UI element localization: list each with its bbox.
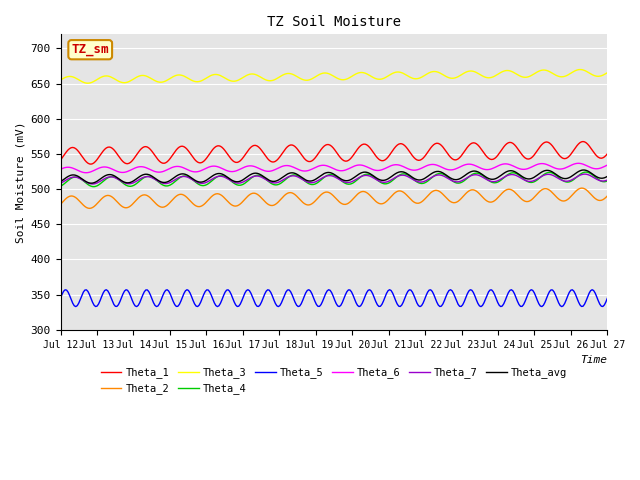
Theta_avg — [239, 177, 247, 182]
Theta_2 — [125, 204, 133, 210]
Theta_3 — [57, 77, 65, 83]
Theta_1 — [239, 155, 247, 160]
Theta_5 — [298, 301, 305, 307]
Theta_5 — [576, 302, 584, 308]
Theta_7 — [580, 171, 588, 177]
Theta_6 — [239, 165, 247, 170]
Theta_1 — [87, 161, 95, 167]
Line: Theta_5: Theta_5 — [61, 290, 607, 307]
Theta_avg — [57, 179, 65, 184]
Theta_6 — [57, 167, 65, 172]
Theta_6 — [125, 168, 133, 174]
Theta_6 — [604, 162, 611, 168]
Theta_7 — [125, 181, 133, 187]
Theta_4 — [298, 175, 305, 181]
Theta_2 — [298, 198, 305, 204]
Theta_1 — [125, 160, 133, 166]
Theta_7 — [298, 176, 305, 181]
Theta_3 — [239, 74, 247, 80]
Theta_5 — [238, 298, 246, 304]
Theta_5 — [57, 295, 65, 301]
Theta_avg — [575, 168, 582, 174]
Line: Theta_7: Theta_7 — [61, 174, 607, 184]
Theta_7 — [89, 181, 97, 187]
Theta_7 — [239, 179, 247, 185]
Theta_3 — [604, 70, 611, 75]
Theta_6 — [83, 170, 90, 176]
Theta_2 — [248, 191, 256, 196]
Text: TZ_sm: TZ_sm — [72, 43, 109, 56]
Line: Theta_3: Theta_3 — [61, 70, 607, 83]
Theta_6 — [576, 160, 584, 166]
Theta_1 — [248, 143, 256, 149]
Theta_avg — [579, 167, 587, 173]
Theta_5 — [220, 293, 227, 299]
Theta_6 — [575, 160, 582, 166]
Theta_avg — [298, 174, 305, 180]
Theta_5 — [124, 288, 131, 293]
Theta_1 — [57, 157, 65, 163]
Line: Theta_4: Theta_4 — [61, 172, 607, 187]
Theta_1 — [579, 139, 587, 144]
Theta_3 — [221, 75, 229, 81]
Theta_avg — [87, 180, 95, 186]
Theta_3 — [575, 67, 582, 72]
Theta_6 — [248, 163, 256, 169]
Theta_1 — [575, 141, 582, 147]
Theta_4 — [604, 178, 611, 184]
Theta_5 — [244, 287, 252, 293]
Theta_7 — [57, 180, 65, 186]
Theta_2 — [604, 193, 611, 199]
Theta_7 — [221, 175, 229, 180]
Y-axis label: Soil Moisture (mV): Soil Moisture (mV) — [15, 121, 25, 243]
Title: TZ Soil Moisture: TZ Soil Moisture — [267, 15, 401, 29]
Theta_4 — [125, 183, 133, 189]
Theta_1 — [298, 152, 305, 157]
Theta_2 — [578, 185, 586, 191]
Theta_7 — [575, 173, 582, 179]
Legend: Theta_1, Theta_2, Theta_3, Theta_4, Theta_5, Theta_6, Theta_7, Theta_avg: Theta_1, Theta_2, Theta_3, Theta_4, Thet… — [97, 363, 572, 398]
Line: Theta_2: Theta_2 — [61, 188, 607, 208]
Theta_5 — [416, 304, 424, 310]
Theta_4 — [575, 173, 582, 179]
Theta_1 — [221, 148, 229, 154]
Line: Theta_1: Theta_1 — [61, 142, 607, 164]
Theta_4 — [239, 181, 247, 187]
Theta_avg — [248, 171, 256, 177]
Theta_2 — [221, 196, 229, 202]
Theta_3 — [125, 79, 133, 84]
Theta_avg — [125, 180, 133, 186]
Theta_3 — [248, 71, 256, 77]
Theta_5 — [604, 295, 611, 301]
Theta_6 — [298, 168, 305, 173]
Theta_4 — [90, 184, 98, 190]
Theta_avg — [604, 173, 611, 179]
Theta_7 — [604, 177, 611, 183]
Theta_2 — [239, 198, 247, 204]
X-axis label: Time: Time — [580, 355, 607, 365]
Line: Theta_avg: Theta_avg — [61, 170, 607, 183]
Theta_2 — [575, 186, 582, 192]
Theta_3 — [576, 67, 584, 72]
Theta_4 — [221, 174, 229, 180]
Theta_3 — [84, 80, 92, 86]
Theta_avg — [221, 173, 229, 179]
Line: Theta_6: Theta_6 — [61, 163, 607, 173]
Theta_4 — [248, 174, 256, 180]
Theta_2 — [57, 202, 65, 207]
Theta_7 — [248, 174, 256, 180]
Theta_4 — [582, 169, 590, 175]
Theta_6 — [221, 167, 229, 173]
Theta_3 — [298, 76, 305, 82]
Theta_1 — [604, 151, 611, 156]
Theta_4 — [57, 183, 65, 189]
Theta_2 — [86, 205, 93, 211]
Theta_5 — [248, 294, 256, 300]
